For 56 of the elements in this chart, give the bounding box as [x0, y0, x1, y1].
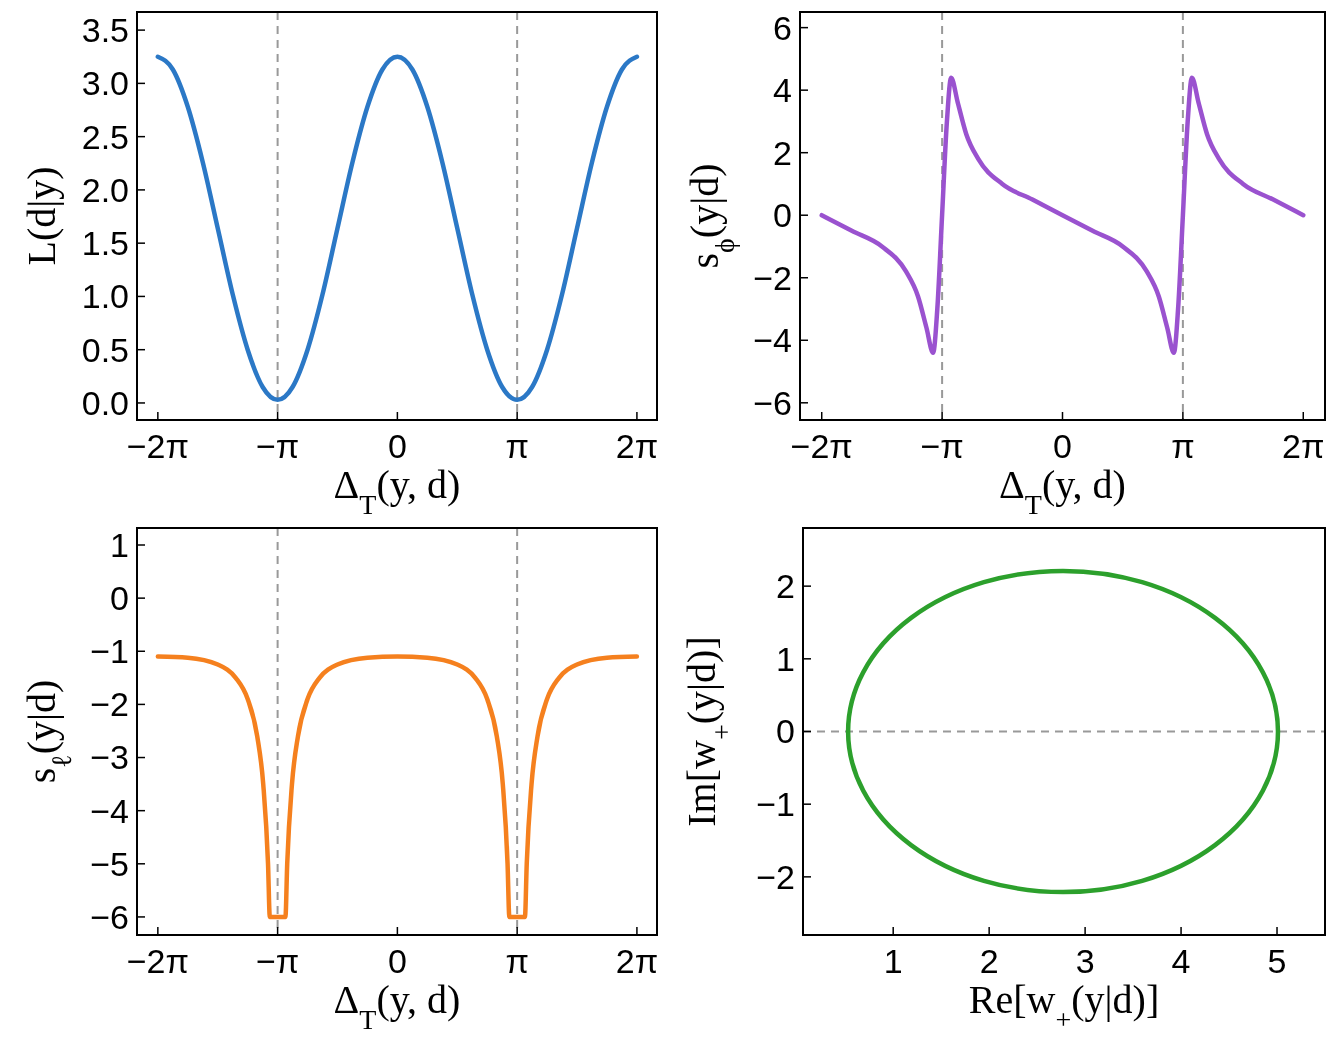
y-tick-label: −6	[90, 897, 129, 936]
y-tick-label: 4	[773, 71, 792, 110]
y-tick-label: −1	[90, 632, 129, 671]
y-tick-label: 1	[776, 639, 795, 678]
y-tick-label: 2.0	[81, 170, 129, 209]
y-tick-label: 3.0	[81, 64, 129, 103]
x-axis-title: Δ$_{T}$(y, d)	[333, 977, 461, 1035]
x-axis-title: Δ$_{T}$(y, d)	[333, 462, 461, 520]
y-tick-label: −4	[90, 791, 129, 830]
x-axis-title: Δ$_{T}$(y, d)	[999, 462, 1126, 520]
x-tick-label: 5	[1267, 942, 1287, 980]
y-tick-label: 0	[110, 579, 129, 618]
y-tick-label: 0.5	[81, 330, 129, 369]
y-tick-label: −6	[753, 383, 792, 422]
y-tick-label: −1	[756, 785, 795, 824]
y-tick-label: 6	[773, 8, 792, 47]
y-tick-label: 2	[773, 133, 792, 172]
y-tick-label: 2.5	[81, 117, 129, 156]
y-tick-label: 1.0	[81, 277, 129, 316]
y-tick-label: −5	[90, 844, 129, 883]
x-tick-label: 1	[883, 942, 903, 980]
y-tick-label: −2	[90, 685, 129, 724]
y-axis-title: L(d|y)	[19, 166, 64, 266]
y-tick-label: −4	[753, 321, 792, 360]
x-tick-label: 0	[387, 427, 407, 465]
x-tick-label: −2π	[126, 942, 189, 980]
x-tick-label: π	[505, 942, 529, 980]
y-tick-label: −2	[756, 857, 795, 896]
x-tick-label: −π	[255, 427, 300, 465]
x-tick-label: −2π	[790, 427, 853, 465]
x-tick-label: π	[505, 427, 529, 465]
x-axis-title: Re[w$_{+}$(y|d)]	[968, 977, 1160, 1035]
y-tick-label: 1	[110, 525, 129, 564]
x-tick-label: 0	[1053, 427, 1072, 465]
x-tick-label: 0	[387, 942, 407, 980]
line-series	[155, 654, 640, 920]
y-tick-label: 2	[776, 567, 795, 606]
x-tick-label: 2π	[615, 942, 659, 980]
y-tick-label: 1.5	[81, 224, 129, 263]
y-tick-label: −3	[90, 738, 129, 777]
x-tick-label: −π	[920, 427, 964, 465]
line-series	[819, 75, 1306, 356]
y-tick-label: 0.0	[81, 383, 129, 422]
line-series	[155, 54, 640, 403]
x-tick-label: −π	[255, 942, 300, 980]
x-tick-label: 2π	[615, 427, 659, 465]
y-tick-label: 0	[773, 196, 792, 235]
y-tick-label: 0	[776, 712, 795, 751]
x-tick-label: 4	[1171, 942, 1191, 980]
y-tick-label: −2	[753, 258, 792, 297]
y-tick-label: 3.5	[81, 11, 129, 50]
x-tick-label: 2	[979, 942, 999, 980]
x-tick-label: −2π	[126, 427, 189, 465]
x-tick-label: 3	[1075, 942, 1095, 980]
x-tick-label: 2π	[1282, 427, 1325, 465]
x-tick-label: π	[1171, 427, 1195, 465]
